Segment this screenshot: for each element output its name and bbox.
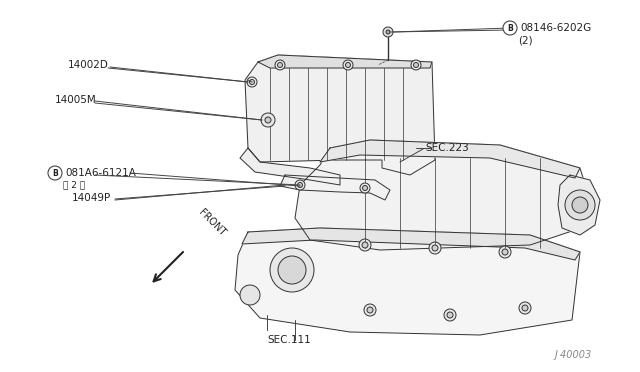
- Circle shape: [503, 21, 517, 35]
- Polygon shape: [245, 55, 435, 175]
- Text: SEC.223: SEC.223: [425, 143, 468, 153]
- Circle shape: [499, 246, 511, 258]
- Circle shape: [359, 239, 371, 251]
- Circle shape: [411, 60, 421, 70]
- Text: 14049P: 14049P: [72, 193, 111, 203]
- Circle shape: [298, 183, 303, 187]
- Circle shape: [346, 62, 351, 67]
- Circle shape: [240, 285, 260, 305]
- Circle shape: [572, 197, 588, 213]
- Circle shape: [265, 117, 271, 123]
- Polygon shape: [558, 175, 600, 235]
- Circle shape: [362, 242, 368, 248]
- Circle shape: [565, 190, 595, 220]
- Text: 14002D: 14002D: [68, 60, 109, 70]
- Circle shape: [247, 77, 257, 87]
- Circle shape: [270, 248, 314, 292]
- Text: (2): (2): [518, 35, 532, 45]
- Text: B: B: [52, 169, 58, 177]
- Text: 14005M: 14005M: [55, 95, 97, 105]
- Polygon shape: [258, 55, 432, 68]
- Circle shape: [413, 62, 419, 67]
- Text: B: B: [507, 23, 513, 32]
- Circle shape: [48, 166, 62, 180]
- Circle shape: [360, 183, 370, 193]
- Text: SEC.111: SEC.111: [267, 335, 311, 345]
- Text: 〈 2 〉: 〈 2 〉: [63, 180, 85, 189]
- Circle shape: [278, 256, 306, 284]
- Circle shape: [295, 180, 305, 190]
- Text: 081A6-6121A: 081A6-6121A: [65, 168, 136, 178]
- Polygon shape: [320, 140, 580, 178]
- Circle shape: [275, 60, 285, 70]
- Polygon shape: [280, 175, 390, 200]
- Circle shape: [386, 30, 390, 34]
- Circle shape: [364, 304, 376, 316]
- Circle shape: [502, 249, 508, 255]
- Circle shape: [343, 60, 353, 70]
- Text: J 40003: J 40003: [555, 350, 592, 360]
- Polygon shape: [235, 228, 580, 335]
- Circle shape: [362, 186, 367, 190]
- Circle shape: [250, 80, 255, 84]
- Circle shape: [444, 309, 456, 321]
- Polygon shape: [295, 140, 590, 250]
- Text: 08146-6202G: 08146-6202G: [520, 23, 591, 33]
- Circle shape: [261, 113, 275, 127]
- Circle shape: [522, 305, 528, 311]
- Circle shape: [429, 242, 441, 254]
- Circle shape: [383, 27, 393, 37]
- Circle shape: [432, 245, 438, 251]
- Text: FRONT: FRONT: [197, 207, 228, 238]
- Polygon shape: [240, 148, 340, 185]
- Circle shape: [278, 62, 282, 67]
- Circle shape: [447, 312, 453, 318]
- Circle shape: [367, 307, 373, 313]
- Circle shape: [519, 302, 531, 314]
- Polygon shape: [242, 228, 580, 260]
